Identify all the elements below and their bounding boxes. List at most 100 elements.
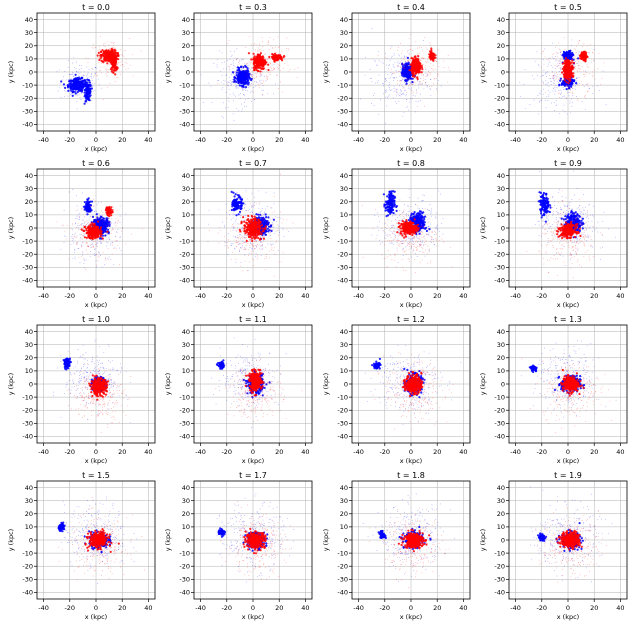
halo-point xyxy=(72,240,73,241)
y-tick-label: -30 xyxy=(337,108,348,116)
halo-point xyxy=(584,76,585,77)
core-point xyxy=(86,204,88,206)
halo-point xyxy=(107,219,108,220)
halo-point xyxy=(374,93,375,94)
halo-point xyxy=(395,101,396,102)
halo-point xyxy=(554,83,555,84)
halo-point xyxy=(400,89,401,90)
halo-point xyxy=(102,57,103,58)
halo-point xyxy=(587,45,588,46)
halo-point xyxy=(99,215,100,216)
halo-point xyxy=(404,78,405,79)
halo-point xyxy=(570,92,571,93)
halo-point xyxy=(99,253,100,254)
core-point xyxy=(260,68,262,70)
halo-point xyxy=(79,213,80,214)
halo-point xyxy=(262,90,263,91)
halo-point xyxy=(228,66,229,67)
halo-point xyxy=(604,62,605,63)
halo-point xyxy=(561,93,562,94)
halo-point xyxy=(570,89,571,90)
halo-point xyxy=(75,237,76,238)
halo-point xyxy=(101,72,102,73)
halo-point xyxy=(578,41,579,42)
halo-point xyxy=(573,85,574,86)
halo-point xyxy=(401,94,402,95)
halo-point xyxy=(91,74,92,75)
halo-point xyxy=(538,113,539,114)
halo-point xyxy=(103,43,104,44)
halo-point xyxy=(427,74,428,75)
halo-point xyxy=(76,237,77,238)
halo-point xyxy=(222,75,223,76)
core-point xyxy=(106,56,108,58)
y-tick-label: 0 xyxy=(501,68,505,76)
y-tick-label: 30 xyxy=(25,29,33,37)
y-tick-label: 10 xyxy=(182,55,190,63)
core-point xyxy=(410,57,412,59)
halo-point xyxy=(109,234,110,235)
halo-point xyxy=(93,245,94,246)
halo-point xyxy=(584,86,585,87)
halo-point xyxy=(404,112,405,113)
halo-point xyxy=(76,210,77,211)
halo-point xyxy=(118,221,119,222)
halo-point xyxy=(391,90,392,91)
halo-point xyxy=(63,224,64,225)
core-point xyxy=(419,68,421,70)
core-point xyxy=(77,86,79,88)
core-point xyxy=(107,52,109,54)
core-point xyxy=(103,55,105,57)
halo-point xyxy=(77,242,78,243)
halo-point xyxy=(81,246,82,247)
halo-point xyxy=(80,97,81,98)
halo-point xyxy=(553,79,554,80)
halo-point xyxy=(543,51,544,52)
halo-point xyxy=(278,64,279,65)
halo-point xyxy=(575,56,576,57)
halo-point xyxy=(272,48,273,49)
halo-point xyxy=(95,219,96,220)
halo-point xyxy=(98,260,99,261)
x-tick-label: 20 xyxy=(275,136,283,144)
halo-point xyxy=(593,60,594,61)
halo-point xyxy=(553,58,554,59)
halo-point xyxy=(426,62,427,63)
halo-point xyxy=(262,41,263,42)
core-point xyxy=(431,54,433,56)
halo-point xyxy=(523,84,524,85)
x-tick-label: 40 xyxy=(301,136,309,144)
halo-point xyxy=(396,77,397,78)
halo-point xyxy=(246,75,247,76)
halo-point xyxy=(560,62,561,63)
halo-point xyxy=(87,223,88,224)
halo-point xyxy=(419,53,420,54)
halo-point xyxy=(577,85,578,86)
halo-point xyxy=(233,65,234,66)
halo-point xyxy=(72,238,73,239)
halo-point xyxy=(82,235,83,236)
halo-point xyxy=(554,80,555,81)
halo-point xyxy=(409,53,410,54)
halo-point xyxy=(132,54,133,55)
halo-point xyxy=(546,107,547,108)
halo-point xyxy=(212,102,213,103)
core-point xyxy=(239,72,241,74)
halo-point xyxy=(82,219,83,220)
core-point xyxy=(579,57,581,59)
core-point xyxy=(583,55,585,57)
halo-point xyxy=(430,79,431,80)
halo-point xyxy=(427,76,428,77)
halo-point xyxy=(559,97,560,98)
halo-point xyxy=(128,68,129,69)
halo-point xyxy=(120,62,121,63)
halo-point xyxy=(111,42,112,43)
halo-point xyxy=(112,245,113,246)
halo-point xyxy=(111,219,112,220)
halo-point xyxy=(87,245,88,246)
halo-point xyxy=(393,66,394,67)
core-point xyxy=(271,53,273,55)
